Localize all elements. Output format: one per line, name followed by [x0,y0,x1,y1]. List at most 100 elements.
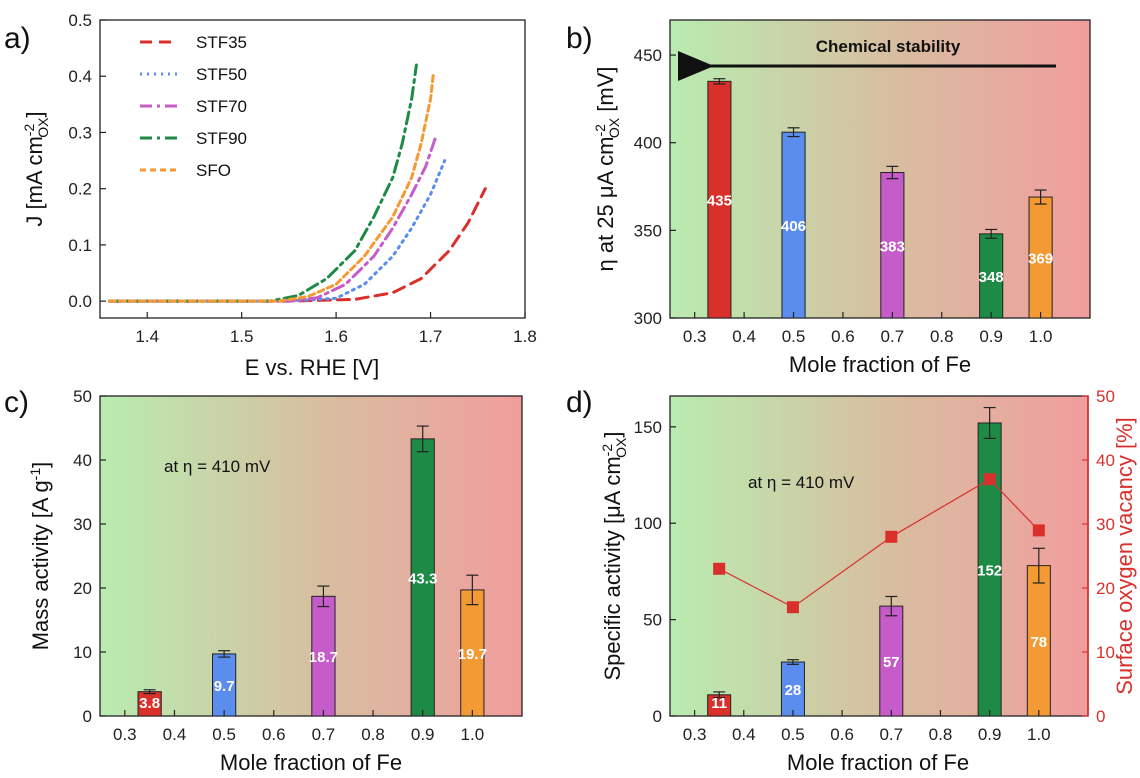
x-tick-label: 1.0 [1027,725,1051,744]
x-tick-label: 0.9 [411,725,435,744]
y-tick-label: 0 [83,707,92,726]
y-tick-label: 100 [634,514,662,533]
x-tick-label: 0.7 [312,725,336,744]
panel-a-xlabel: E vs. RHE [V] [245,355,379,380]
x-tick-label: 1.0 [461,725,485,744]
vacancy-point [885,530,898,543]
y-tick-label: 450 [634,46,662,65]
panel-b-label: b) [566,22,593,55]
bar-label-406: 406 [781,218,806,235]
x-tick-label: 0.6 [831,327,855,346]
bar-label-9.7: 9.7 [214,678,235,695]
y-tick-label: 50 [73,387,92,406]
series-line-stf90 [107,63,418,303]
x-tick-label: 1.0 [1029,327,1053,346]
panel-c-label: c) [4,386,29,419]
panel-d-xlabel: Mole fraction of Fe [787,750,969,775]
panel-c-annotation: at η = 410 mV [164,457,271,476]
x-tick-label: 0.3 [683,327,707,346]
vacancy-point [983,473,996,486]
bar-label-348: 348 [979,269,1004,286]
x-tick-label: 0.5 [782,327,806,346]
legend-label-stf90: STF90 [196,129,247,148]
panel-d-bars: 11 28 57 152 78 [707,406,1051,717]
y-tick-label: 50 [643,611,662,630]
bar-label-383: 383 [880,238,905,255]
y2-tick-label: 0 [1096,707,1105,726]
x-tick-label: 0.3 [113,725,137,744]
panel-c-xlabel: Mole fraction of Fe [220,750,402,775]
x-tick-label: 0.5 [781,725,805,744]
legend-label-stf70: STF70 [196,97,247,116]
series-line-stf50 [107,159,447,303]
panel-a-ylabel: J [mA cm-2OX] [21,111,51,226]
legend-label-stf50: STF50 [196,65,247,84]
vacancy-point [786,601,799,614]
y-tick-label: 0.0 [68,292,92,311]
legend-label-sfo: SFO [196,161,231,180]
y-tick-label: 20 [73,579,92,598]
x-tick-label: 0.7 [879,725,903,744]
bar-label-18.7: 18.7 [309,649,338,666]
x-tick-label: 0.9 [979,327,1003,346]
y-tick-label: 0 [653,707,662,726]
y-tick-label: 40 [73,451,92,470]
y-tick-label: 0.3 [68,123,92,142]
bar-label-369: 369 [1028,251,1053,268]
y-tick-label: 350 [634,221,662,240]
series-line-sfo [107,71,435,303]
x-tick-label: 0.5 [212,725,236,744]
panel-c-frame [99,395,523,717]
y-tick-label: 0.1 [68,236,92,255]
panel-a: a) 1.4 1.5 1.6 1.7 1.8 0.0 0.1 0.2 0.3 0.4 0.5 STF… [4,11,537,380]
x-tick-label: 0.4 [163,725,187,744]
legend-label-stf35: STF35 [196,33,247,52]
y-tick-label: 400 [634,134,662,153]
bar-label-57: 57 [883,654,900,671]
series-line-stf70 [107,136,437,303]
panel-a-legend: STF35 STF50 STF70 STF90 SFO [140,33,247,180]
panel-a-ticks: 1.4 1.5 1.6 1.7 1.8 0.0 0.1 0.2 0.3 0.4 0.5 [68,11,536,346]
x-tick-label: 0.8 [929,725,953,744]
y-tick-label: 10 [73,643,92,662]
x-tick-label: 0.3 [683,725,707,744]
bar-label-435: 435 [707,193,732,210]
y2-tick-label: 10 [1096,643,1115,662]
chemical-stability-label: Chemical stability [816,37,961,56]
x-tick-label: 1.8 [513,327,537,346]
x-tick-label: 0.6 [262,725,286,744]
panel-a-frame [99,19,526,319]
y-tick-label: 0.5 [68,11,92,30]
x-tick-label: 0.4 [732,725,756,744]
vacancy-point [713,562,726,575]
y2-tick-label: 40 [1096,451,1115,470]
y-tick-label: 300 [634,309,662,328]
panel-b-ticks: 0.3 0.4 0.5 0.6 0.7 0.8 0.9 1.0 300 350 400 450 [634,46,1053,346]
panel-a-label: a) [4,22,31,55]
panel-c-ylabel: Mass activity [A g-1] [27,462,53,651]
x-tick-label: 0.8 [930,327,954,346]
y2-tick-label: 50 [1096,387,1115,406]
x-tick-label: 0.9 [978,725,1002,744]
bar-label-3.8: 3.8 [139,695,160,712]
panel-d-frame [669,395,1089,717]
y-tick-label: 0.4 [68,67,92,86]
y2-tick-label: 30 [1096,515,1115,534]
x-tick-label: 0.4 [732,327,756,346]
panel-d-vacancy-series [713,473,1045,614]
y-tick-label: 0.2 [68,180,92,199]
bar-label-28: 28 [785,682,802,699]
panel-c: c) 3.8 9.7 18.7 43.3 19.7 0.3 0.4 0.5 0.6 0.7 0.8… [4,386,523,775]
x-tick-label: 1.5 [230,327,254,346]
vacancy-point [1032,524,1045,537]
series-line-stf35 [107,187,487,303]
bar-label-152: 152 [977,562,1002,579]
y2-tick-label: 20 [1096,579,1115,598]
x-tick-label: 0.6 [830,725,854,744]
x-tick-label: 1.7 [419,327,443,346]
panel-d-ylabel2: Surface oxygen vacancy [%] [1112,417,1137,695]
x-tick-label: 1.4 [135,327,159,346]
bar-label-78: 78 [1030,634,1047,651]
